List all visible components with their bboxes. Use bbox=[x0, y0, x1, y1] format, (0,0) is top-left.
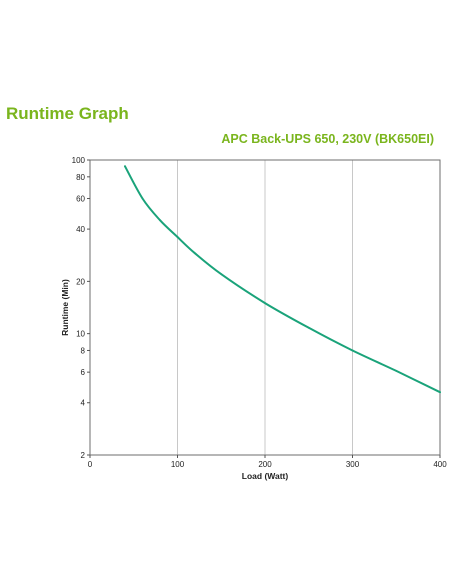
x-tick-label: 100 bbox=[171, 460, 185, 469]
y-tick-label: 4 bbox=[81, 399, 86, 408]
page-title: Runtime Graph bbox=[6, 104, 129, 123]
y-tick-label: 40 bbox=[76, 225, 85, 234]
runtime-data-point bbox=[194, 252, 196, 255]
y-tick-label: 2 bbox=[81, 451, 86, 460]
y-axis-label: Runtime (Min) bbox=[60, 279, 70, 336]
chart-title: APC Back-UPS 650, 230V (BK650EI) bbox=[221, 132, 434, 146]
runtime-data-point bbox=[264, 302, 266, 304]
runtime-data-point bbox=[351, 349, 354, 352]
grid-layer bbox=[177, 160, 353, 455]
runtime-data-point bbox=[439, 391, 441, 394]
series-layer bbox=[124, 165, 441, 394]
y-tick-label: 80 bbox=[76, 173, 85, 182]
runtime-data-point bbox=[124, 165, 126, 168]
ticks-layer: 0 100 200 300 400 2 4 6 8 10 20 40 60 80 100 bbox=[72, 156, 448, 469]
runtime-data-point bbox=[141, 197, 144, 200]
y-tick-label: 100 bbox=[72, 156, 86, 165]
runtime-series-line bbox=[124, 165, 441, 394]
y-tick-label: 8 bbox=[81, 346, 86, 355]
x-tick-label: 0 bbox=[88, 460, 93, 469]
runtime-data-point bbox=[176, 236, 179, 238]
runtime-data-point bbox=[307, 326, 310, 329]
y-tick-label: 10 bbox=[76, 330, 85, 339]
x-tick-label: 200 bbox=[258, 460, 272, 469]
x-axis-label: Load (Watt) bbox=[242, 471, 289, 481]
y-tick-label: 20 bbox=[76, 277, 85, 286]
x-tick-label: 300 bbox=[346, 460, 360, 469]
y-tick-label: 6 bbox=[81, 368, 86, 377]
runtime-data-point bbox=[220, 273, 223, 276]
y-tick-label: 60 bbox=[76, 195, 85, 204]
runtime-data-point bbox=[395, 370, 398, 372]
x-tick-label: 400 bbox=[433, 460, 447, 469]
runtime-data-point bbox=[159, 219, 161, 222]
